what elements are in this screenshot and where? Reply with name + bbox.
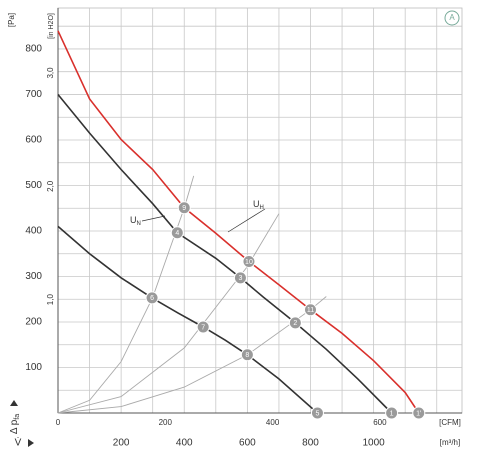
- y-tick-label: 200: [25, 317, 42, 328]
- y-tick-label: 800: [25, 44, 42, 55]
- operating-point-label: 10: [245, 259, 253, 266]
- operating-point-label: 1: [390, 410, 394, 417]
- operating-point-label: 7: [201, 324, 205, 331]
- x-axis-label: [m³/h]: [440, 438, 460, 447]
- x-tick-label: 200: [113, 438, 130, 449]
- operating-point-label: 3: [238, 275, 242, 282]
- operating-point-label: 9: [182, 205, 186, 212]
- y-symbol-text: Δ p: [9, 419, 20, 434]
- operating-point: [177, 201, 191, 215]
- system-curve: [57, 213, 280, 414]
- system-curve: [57, 296, 327, 414]
- y2-tick-label: 1,0: [46, 294, 55, 306]
- arrow-up: [10, 400, 18, 406]
- fan-curve: [57, 225, 318, 414]
- y-symbol: Δ pfa: [9, 414, 21, 434]
- y-tick-label: 500: [25, 180, 42, 191]
- annotation-leader: [141, 215, 166, 222]
- annotation-text: U: [253, 199, 260, 209]
- badge: A: [449, 13, 455, 22]
- operating-point-label: 1': [416, 410, 421, 417]
- operating-point: [145, 291, 159, 305]
- x2-tick-label: 200: [159, 418, 173, 427]
- badge-circle: [444, 10, 460, 26]
- fan-curve: [57, 30, 420, 414]
- operating-point: [304, 303, 317, 317]
- x2-axis-label: [CFM]: [439, 418, 461, 427]
- x2-tick-label: 400: [266, 418, 280, 427]
- x-tick-label: 600: [239, 438, 256, 449]
- y2-tick-label: 2,0: [46, 180, 55, 192]
- operating-point-label: 2: [293, 320, 297, 327]
- operating-point-label: 8: [245, 352, 249, 359]
- x-tick-label: 1000: [363, 438, 386, 449]
- annotation-text: U: [130, 215, 137, 225]
- operating-point-label: 6: [150, 295, 154, 302]
- annotation: UN: [130, 215, 141, 226]
- operating-point: [170, 226, 184, 240]
- y-tick-label: 700: [25, 89, 42, 100]
- y-axis-label: [Pa]: [7, 13, 16, 27]
- y-tick-label: 300: [25, 271, 42, 282]
- annotation: UH: [253, 199, 264, 210]
- annotation-sub: N: [137, 221, 141, 227]
- operating-point: [196, 320, 210, 334]
- x2-tick-label: 600: [373, 418, 387, 427]
- y-symbol-sub: fa: [14, 414, 21, 420]
- operating-point-label: 5: [315, 410, 319, 417]
- x-symbol: V̇: [15, 436, 22, 449]
- annotation-leader: [227, 208, 266, 233]
- y2-tick-label: 3,0: [46, 67, 55, 79]
- annotation-sub: H: [260, 205, 264, 211]
- y2-axis-label: [in H2O]: [48, 13, 55, 39]
- operating-point: [288, 316, 302, 330]
- operating-point: [242, 254, 256, 268]
- y-tick-label: 100: [25, 362, 42, 373]
- x-tick-label: 400: [176, 438, 193, 449]
- operating-point: [240, 348, 254, 362]
- x2-tick-label: 0: [56, 418, 61, 427]
- operating-point-label: 4: [175, 230, 179, 237]
- operating-point: [310, 406, 324, 420]
- operating-point: [412, 406, 426, 420]
- operating-point: [385, 406, 399, 420]
- operating-point-label: 11: [307, 307, 314, 314]
- system-curve: [57, 175, 195, 414]
- x-tick-label: 800: [302, 438, 319, 449]
- y-tick-label: 400: [25, 226, 42, 237]
- arrow-right: [28, 439, 34, 447]
- operating-point: [233, 271, 247, 285]
- fan-curve: [57, 93, 393, 414]
- y-tick-label: 600: [25, 135, 42, 146]
